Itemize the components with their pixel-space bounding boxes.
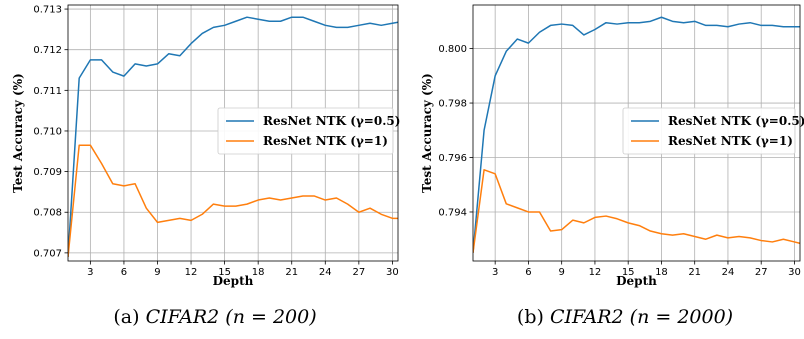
legend-label: ResNet NTK (γ=1) xyxy=(263,134,388,148)
x-tick-label: 3 xyxy=(492,267,498,278)
y-tick-label: 0.707 xyxy=(33,248,62,259)
x-tick-label: 9 xyxy=(558,267,564,278)
caption-text: CIFAR2 (n = 200) xyxy=(146,306,317,328)
y-axis-label: Test Accuracy (%) xyxy=(11,73,25,193)
y-tick-label: 0.796 xyxy=(438,153,467,164)
plot-frame xyxy=(67,4,399,262)
x-tick-label: 3 xyxy=(87,267,93,278)
x-tick-label: 18 xyxy=(252,267,265,278)
chart-panel-b: 3 6 9 12 15 18 21 24 27 30 0.794 0.796 0.798 0.800 Dep… xyxy=(420,4,804,328)
y-tick-label: 0.709 xyxy=(33,167,62,178)
x-tick-label: 24 xyxy=(722,267,735,278)
series-line-gamma-1 xyxy=(68,144,398,258)
x-axis-label: Depth xyxy=(616,274,657,288)
x-tick-label: 27 xyxy=(755,267,768,278)
series-line-gamma-0-5 xyxy=(473,16,800,253)
caption-text: CIFAR2 (n = 2000) xyxy=(550,306,733,328)
y-tick-label: 0.710 xyxy=(33,126,62,137)
legend-label: ResNet NTK (γ=0.5) xyxy=(668,114,804,128)
y-tick-label: 0.711 xyxy=(33,86,62,97)
x-tick-label: 21 xyxy=(688,267,701,278)
plot-frame xyxy=(472,4,801,262)
legend: ResNet NTK (γ=0.5) ResNet NTK (γ=1) xyxy=(217,107,400,155)
x-axis-label: Depth xyxy=(213,274,254,288)
legend-label: ResNet NTK (γ=0.5) xyxy=(263,114,400,128)
caption-label: (b) xyxy=(517,306,550,328)
x-tick-label: 6 xyxy=(121,267,127,278)
caption-label: (a) xyxy=(113,306,145,328)
x-tick-label: 30 xyxy=(788,267,801,278)
series-group xyxy=(68,16,398,258)
x-tick-label: 12 xyxy=(589,267,602,278)
x-tick-label: 24 xyxy=(319,267,332,278)
series-group xyxy=(473,16,800,253)
x-tick-label: 6 xyxy=(525,267,531,278)
legend-box xyxy=(217,107,394,155)
x-tick-label: 12 xyxy=(185,267,198,278)
y-tick-label: 0.712 xyxy=(33,45,62,56)
figure-caption: (a) CIFAR2 (n = 200) xyxy=(113,306,316,328)
x-tick-label: 27 xyxy=(352,267,365,278)
y-axis-label: Test Accuracy (%) xyxy=(420,73,434,193)
y-tick-label: 0.800 xyxy=(438,44,467,55)
legend: ResNet NTK (γ=0.5) ResNet NTK (γ=1) xyxy=(622,107,804,155)
x-tick-label: 18 xyxy=(655,267,668,278)
x-tick-label: 15 xyxy=(218,267,231,278)
figure-caption: (b) CIFAR2 (n = 2000) xyxy=(517,306,733,328)
y-tick-label: 0.794 xyxy=(438,207,467,218)
series-line-gamma-1 xyxy=(473,169,800,253)
y-tick-label: 0.713 xyxy=(33,5,62,16)
y-tick-label: 0.708 xyxy=(33,208,62,219)
x-tick-label: 30 xyxy=(386,267,399,278)
chart-panel-a: 3 6 9 12 15 18 21 24 27 30 0.707 0.708 0.709 0.710 0.7… xyxy=(11,4,400,328)
legend-label: ResNet NTK (γ=1) xyxy=(668,134,793,148)
series-line-gamma-0-5 xyxy=(68,16,398,257)
x-tick-label: 15 xyxy=(622,267,635,278)
y-tick-label: 0.798 xyxy=(438,99,467,110)
x-tick-label: 21 xyxy=(285,267,298,278)
legend-box xyxy=(622,107,796,155)
x-tick-label: 9 xyxy=(154,267,160,278)
